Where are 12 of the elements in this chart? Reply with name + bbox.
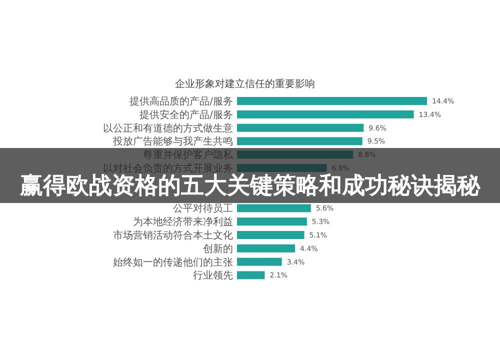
y-tick-label: 市场营销活动符合本土文化 — [113, 230, 233, 242]
y-tick-label: 提供高品质的产品/服务 — [130, 96, 233, 108]
y-tick-label: 为本地经济带来净利益 — [133, 216, 233, 228]
y-tick-label: 始终如一的传递他们的主张 — [113, 256, 233, 268]
chart-title: 企业形象对建立信任的重要影响 — [175, 78, 315, 90]
y-tick-label: 以公正和有道德的方式做生意 — [103, 122, 233, 134]
y-tick-label: 行业领先 — [193, 270, 233, 282]
annotation: 赢得欧战资格的五大关键策略和成功秘诀揭秘 — [19, 173, 481, 199]
y-tick-label: 创新的 — [203, 242, 233, 255]
y-tick-label: 投放广告能够与我产生共鸣 — [112, 136, 233, 148]
y-tick-label: 公平对待员工 — [173, 202, 233, 215]
y-tick-label: 提供安全的产品/服务 — [140, 108, 233, 121]
